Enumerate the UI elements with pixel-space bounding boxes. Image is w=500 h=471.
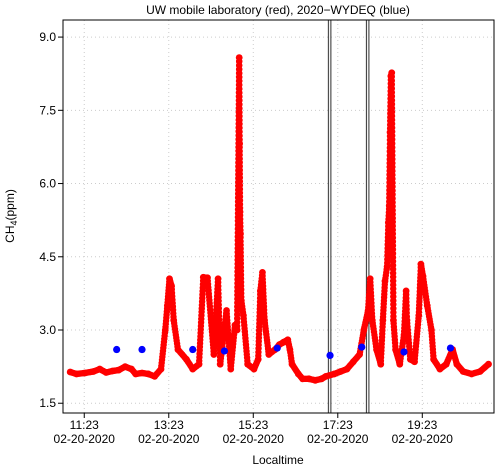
y-axis-title: CH4(ppm) bbox=[3, 189, 19, 243]
grid bbox=[63, 20, 494, 413]
y-tick-label: 7.5 bbox=[39, 103, 56, 117]
blue-point bbox=[138, 345, 146, 354]
blue-series bbox=[113, 343, 455, 359]
y-axis-title-main: CH bbox=[3, 226, 17, 243]
x-axis: 11:2302-20-202013:2302-20-202015:2302-20… bbox=[54, 413, 454, 446]
y-tick-label: 9.0 bbox=[39, 30, 56, 44]
x-tick-label-date: 02-20-2020 bbox=[54, 432, 116, 446]
x-tick-label-time: 15:23 bbox=[238, 418, 268, 432]
blue-point bbox=[326, 351, 334, 359]
red-series bbox=[66, 54, 492, 384]
blue-point bbox=[446, 344, 455, 352]
x-tick-label-time: 17:23 bbox=[323, 418, 353, 432]
y-axis-title-unit: (ppm) bbox=[3, 189, 17, 220]
chart-title: UW mobile laboratory (red), 2020−WYDEQ (… bbox=[146, 3, 410, 17]
x-tick-label-date: 02-20-2020 bbox=[223, 432, 285, 446]
x-tick-label-time: 13:23 bbox=[154, 418, 184, 432]
blue-point bbox=[273, 344, 281, 352]
vertical-bands bbox=[327, 20, 370, 413]
blue-point bbox=[220, 347, 229, 355]
band-fill bbox=[366, 20, 369, 413]
x-axis-title: Localtime bbox=[252, 453, 304, 467]
x-tick-label-date: 02-20-2020 bbox=[138, 432, 200, 446]
y-tick-label: 4.5 bbox=[39, 250, 56, 264]
y-tick-label: 3.0 bbox=[39, 323, 56, 337]
red-point bbox=[485, 360, 492, 368]
plot-frame bbox=[62, 19, 495, 414]
blue-point bbox=[113, 345, 121, 354]
blue-point bbox=[189, 345, 197, 354]
blue-point bbox=[358, 343, 366, 351]
y-axis: 1.5 3.0 4.5 6.0 7.5 9.0 bbox=[39, 30, 63, 410]
x-tick-label-date: 02-20-2020 bbox=[307, 432, 369, 446]
x-tick-label-time: 11:23 bbox=[70, 418, 99, 432]
y-tick-label: 6.0 bbox=[39, 177, 56, 191]
y-axis-title-subscript: 4 bbox=[9, 220, 19, 225]
blue-point bbox=[400, 348, 408, 356]
y-tick-label: 1.5 bbox=[39, 396, 56, 410]
x-tick-label-time: 19:23 bbox=[407, 418, 437, 432]
x-tick-label-date: 02-20-2020 bbox=[392, 432, 454, 446]
band-fill bbox=[328, 20, 331, 413]
